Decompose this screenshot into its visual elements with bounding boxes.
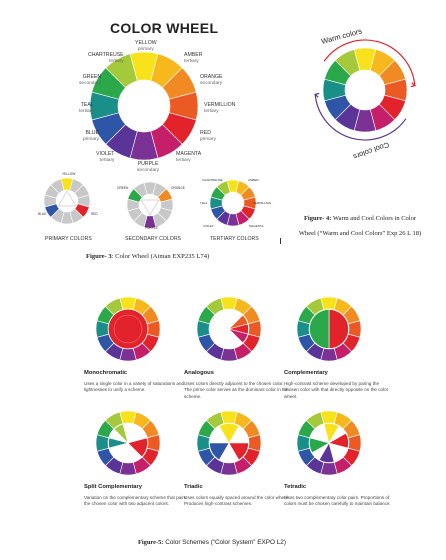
cool-colors-label: Cool colors: [352, 140, 391, 161]
s0-mono-ring: [113, 314, 143, 344]
scheme-name-analogous: Analogous: [184, 370, 214, 376]
mini-label-red: RED: [91, 212, 98, 216]
warm-arrowhead: [410, 82, 416, 88]
triadic-wheel: [196, 410, 262, 476]
cool-arrowhead: [314, 92, 320, 98]
primary-colors-caption: PRIMARY COLORS: [45, 236, 92, 242]
warm-colors-label: Warm colors: [320, 26, 363, 46]
scheme-name-tetradic: Tetradic: [284, 484, 307, 490]
miniSecondary-triangle: [140, 199, 160, 216]
scheme-desc-complementary: High-contrast scheme developed by paring…: [284, 381, 389, 399]
figure-3-caption: Figure- 3: Color Wheel (Aiman EXP235 L74…: [86, 253, 210, 260]
split-complementary-wheel: [95, 410, 161, 476]
s5-yellow: [323, 423, 340, 444]
main-wheel-center: [118, 80, 170, 132]
scheme-name-monochromatic: Monochromatic: [84, 370, 128, 376]
tertiary-colors-caption: TERTIARY COLORS: [210, 236, 259, 242]
figure-5-caption: Figure-5: Color Schemes (“Color System” …: [138, 539, 286, 546]
main-color-wheel: [89, 51, 199, 161]
mini-label-yellow: YELLOW: [62, 172, 76, 176]
mini-label-vermillion: VERMILLION: [253, 201, 272, 205]
label-red: RED primary: [200, 130, 216, 142]
s5-green: [309, 437, 330, 454]
s0-mono-fill: [108, 309, 148, 349]
s2-green-half: [309, 309, 330, 349]
scheme-name-triadic: Triadic: [184, 484, 203, 490]
s1-magenta: [227, 328, 249, 344]
secondary-colors-caption: SECONDARY COLORS: [125, 236, 182, 242]
mini-label-magenta: MAGENTA: [249, 224, 264, 228]
primary-colors-wheel: [43, 177, 91, 225]
label-orange: ORANGE secondary: [200, 74, 223, 86]
label-blue: BLUE primary: [83, 130, 99, 142]
label-magenta: MAGENTA tertiary: [176, 151, 202, 163]
s4-red: [228, 442, 249, 461]
mini-label-amber: AMBER: [248, 178, 259, 182]
label-purple: PURPLE secondary: [137, 161, 160, 173]
s5-violet: [318, 442, 335, 463]
scheme-desc-tetradic: Uses two complementary color pairs. Prop…: [284, 495, 391, 507]
scheme-desc-monochromatic: Uses a single color in a variety of satu…: [84, 381, 185, 393]
scheme-desc-analogous: Uses colors directly adjacent to the cho…: [184, 381, 289, 399]
s4-blue: [209, 442, 230, 461]
s2-red-half: [328, 309, 349, 349]
label-amber: AMBER tertiary: [184, 52, 203, 64]
analogous-wheel: [196, 296, 262, 362]
mini-label-teal: TEAL: [200, 201, 208, 205]
warm-cool-center: [345, 70, 385, 110]
complementary-wheel: [296, 296, 362, 362]
label-chartreuse: CHARTREUSE tertiary: [88, 52, 124, 64]
monochromatic-wheel: [95, 296, 161, 362]
mini-label-blue: BLUE: [38, 212, 47, 216]
label-violet: VIOLET tertiary: [96, 151, 115, 163]
mini-label-purple: PURPLE: [145, 226, 158, 230]
tetradic-wheel: [296, 410, 362, 476]
s4-yellow: [218, 423, 240, 444]
warm-cool-wheel: Warm colors Cool colors: [314, 26, 416, 161]
miniPrimary-triangle: [57, 190, 77, 207]
tertiary-colors-wheel: [209, 179, 257, 227]
label-yellow: YELLOW primary: [135, 40, 157, 52]
miniTertiary-center: [222, 192, 244, 214]
mini-label-green: GREEN: [117, 186, 129, 190]
s3-gap: [108, 442, 129, 462]
miniSecondary-center: [139, 194, 161, 216]
figure-4-caption: Figure- 4: Warm and Cool Colors in Color…: [298, 215, 422, 237]
warm-arc: [323, 39, 416, 86]
label-teal: TEAL tertiary: [79, 102, 94, 114]
scheme-name-split-complementary: Split Complementary: [84, 484, 142, 490]
scheme-desc-triadic: Uses colors equally spaced around the co…: [184, 495, 289, 507]
mini-label-chartreuse: CHARTREUSE: [202, 178, 223, 182]
color-wheel-title: COLOR WHEEL: [110, 20, 219, 36]
secondary-colors-wheel: [126, 181, 174, 229]
label-green: GREEN secondary: [79, 74, 102, 86]
cool-arc: [314, 94, 407, 141]
s5-red: [328, 432, 349, 449]
mini-label-orange: ORANGE: [171, 186, 185, 190]
scheme-desc-split-complementary: Variation on the complementary scheme th…: [84, 495, 187, 507]
scheme-name-complementary: Complementary: [284, 370, 328, 376]
s3-red: [127, 437, 148, 458]
s3-chartreuse: [113, 423, 129, 445]
label-vermillion: VERMILLION tertiary: [204, 102, 236, 114]
mini-label-violet: VIOLET: [203, 224, 214, 228]
miniPrimary-center: [56, 190, 78, 212]
text-cursor-mark: [280, 238, 281, 244]
